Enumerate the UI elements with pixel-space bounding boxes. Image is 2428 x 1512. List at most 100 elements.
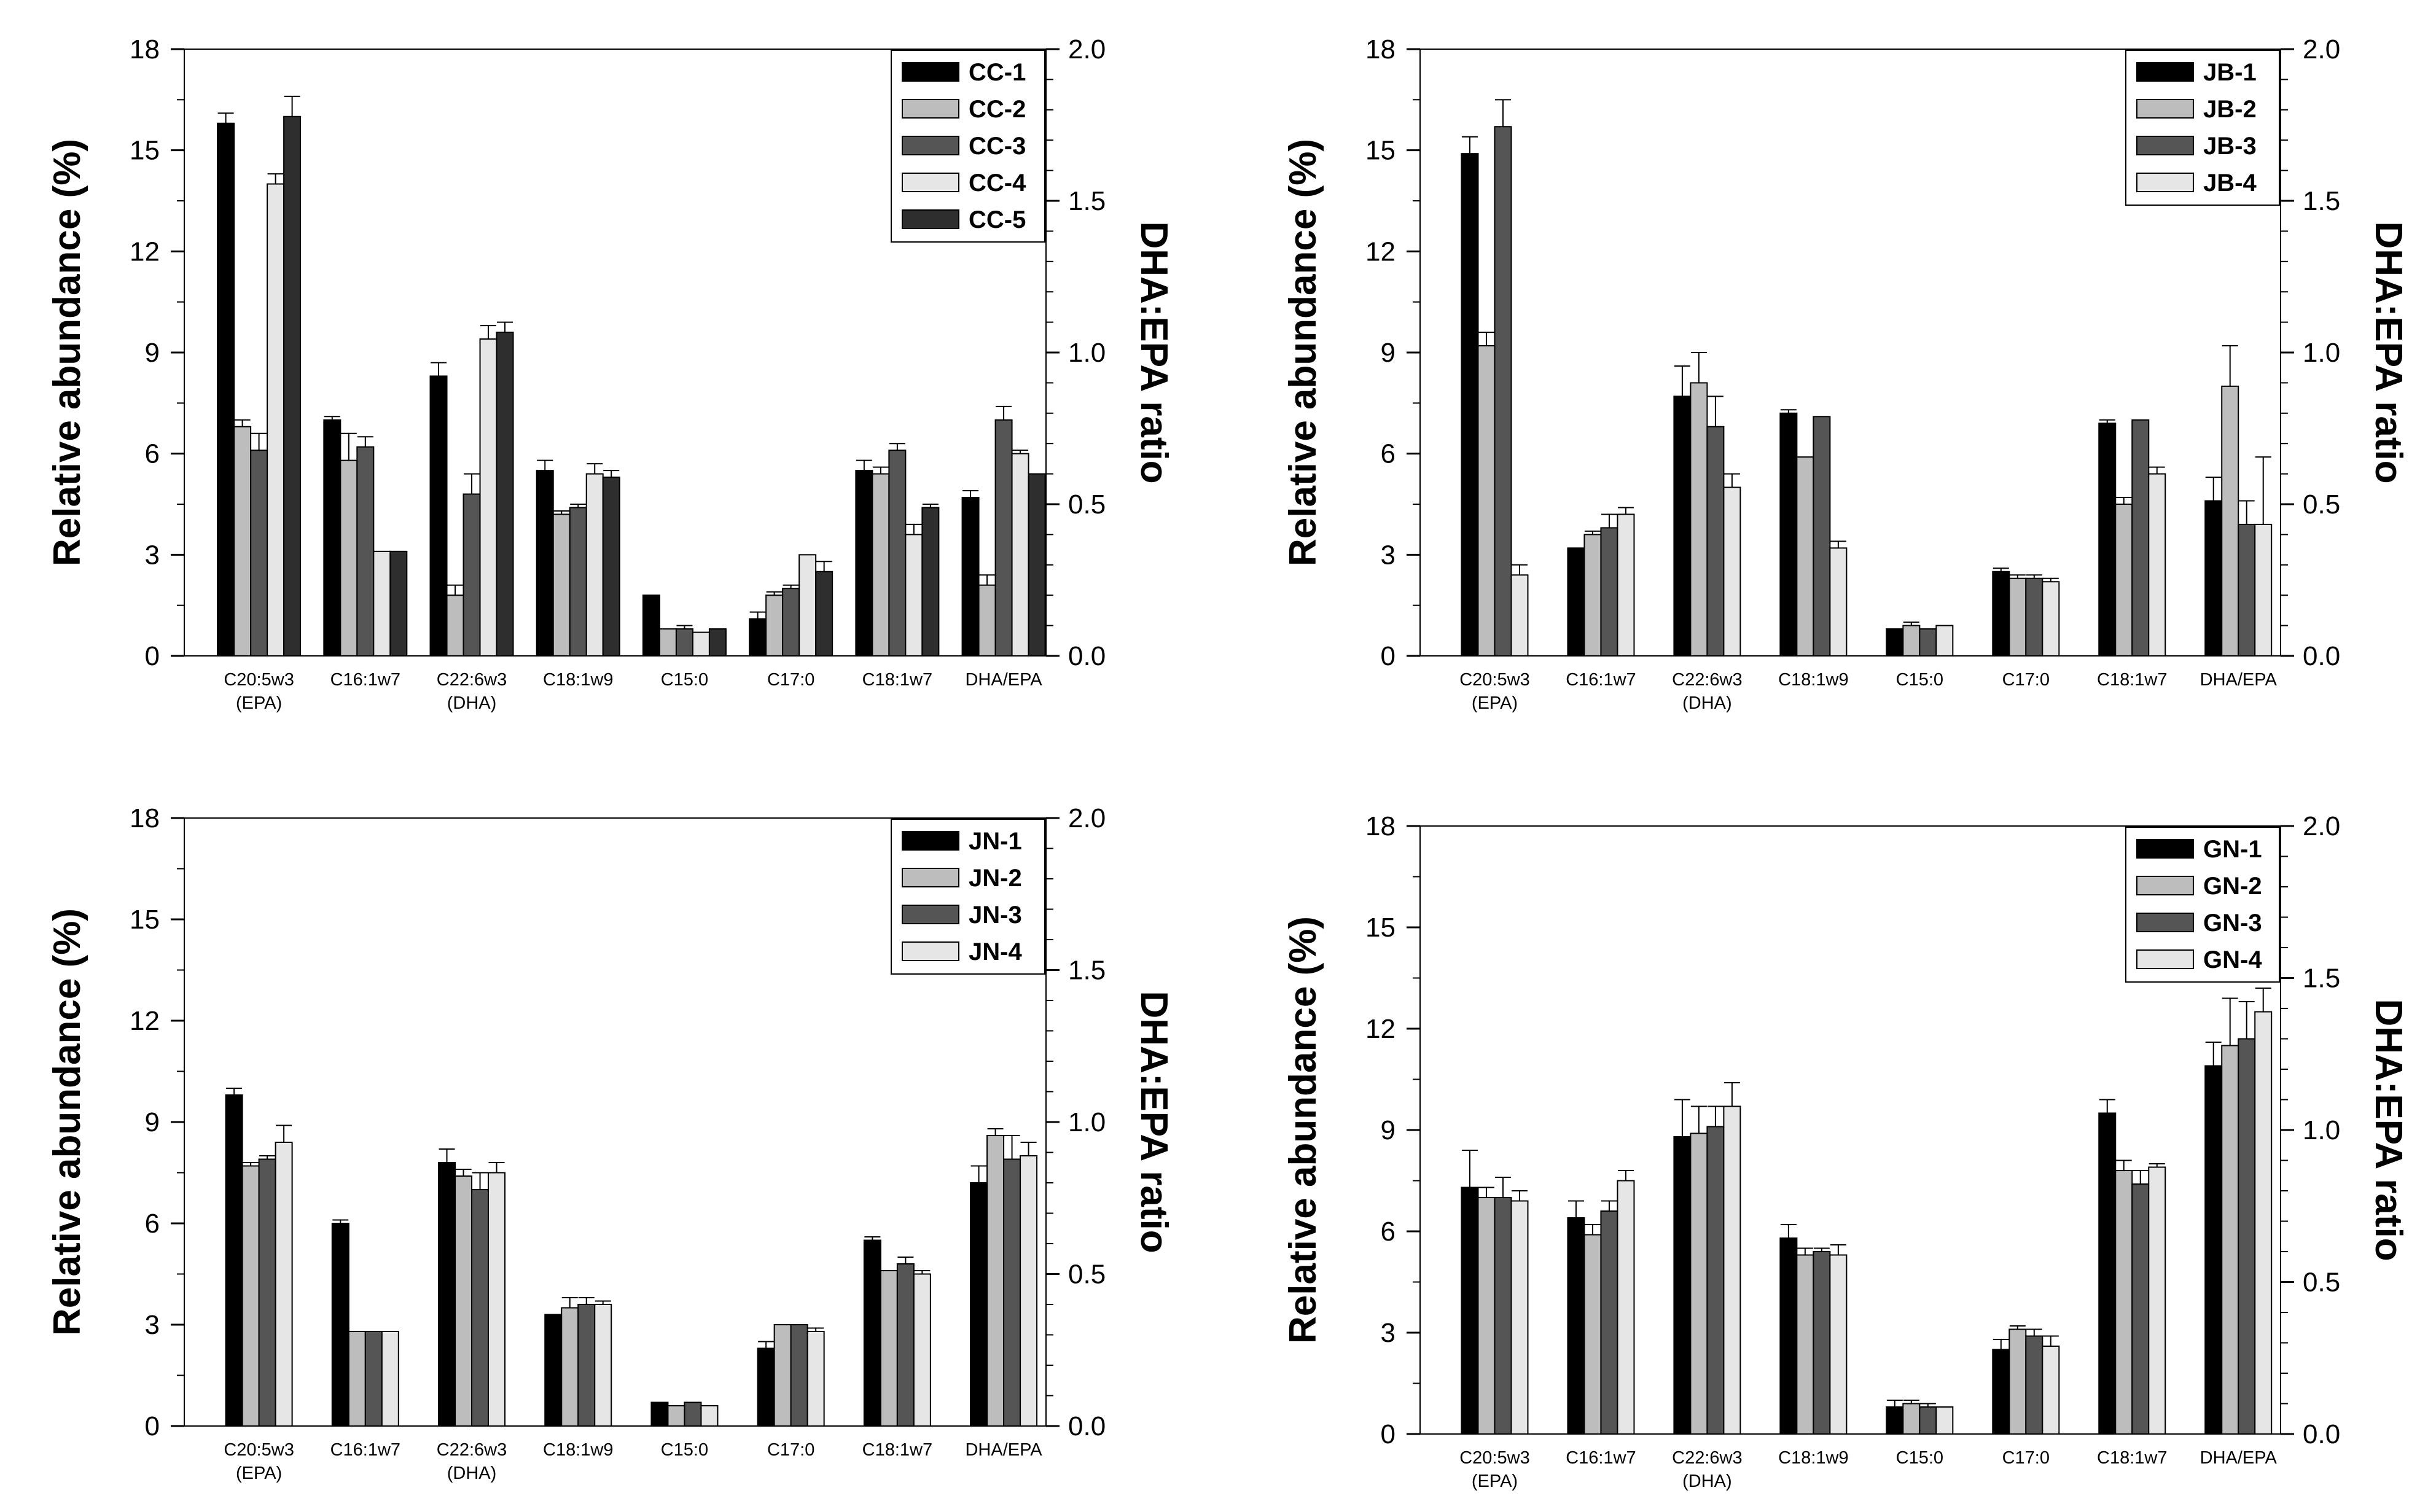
y-tick-label: 18 xyxy=(130,803,160,833)
bar xyxy=(1011,453,1029,657)
x-tick-label: C18:1w7 xyxy=(862,670,932,690)
bar xyxy=(233,426,252,657)
bar xyxy=(2042,1346,2060,1435)
bar xyxy=(1673,1136,1692,1435)
bar xyxy=(1567,1217,1585,1435)
bar xyxy=(765,594,784,657)
x-tick-label: C15:0 xyxy=(1896,1448,1943,1468)
x-tick-label: C22:6w3 xyxy=(437,1440,507,1460)
x-tick-label: C18:1w9 xyxy=(543,670,613,690)
legend-label: GN-4 xyxy=(2203,946,2262,973)
x-tick-sublabel: (EPA) xyxy=(236,1463,282,1483)
bar xyxy=(1779,1237,1798,1435)
bar xyxy=(970,1182,988,1427)
x-tick-label: C15:0 xyxy=(661,670,708,690)
y-tick-label: 3 xyxy=(1381,1318,1396,1348)
bar xyxy=(2042,581,2060,657)
y2-tick-label: 1.0 xyxy=(2303,338,2340,368)
bar xyxy=(2115,1170,2133,1435)
bar xyxy=(364,1331,383,1427)
bar xyxy=(757,1347,775,1427)
x-tick-label: C17:0 xyxy=(767,670,814,690)
legend-label: JN-3 xyxy=(969,902,1022,929)
x-tick-sublabel: (DHA) xyxy=(447,1463,497,1483)
y-tick-label: 3 xyxy=(145,540,160,570)
legend-label: JB-2 xyxy=(2203,96,2257,123)
bar xyxy=(978,584,996,657)
bar xyxy=(1477,1197,1496,1435)
bar xyxy=(2221,385,2239,657)
bar xyxy=(700,1405,719,1427)
bar xyxy=(2238,523,2256,657)
legend-label: CC-1 xyxy=(969,59,1026,86)
x-tick-sublabel: (DHA) xyxy=(1682,1471,1732,1491)
y-tick-label: 9 xyxy=(145,338,160,368)
bar xyxy=(1494,1197,1512,1435)
bar xyxy=(1992,1349,2010,1435)
bar xyxy=(1796,1254,1814,1435)
bar xyxy=(684,1401,702,1427)
bar xyxy=(1935,1406,1954,1435)
bar xyxy=(1829,1254,1848,1435)
bar xyxy=(1461,153,1479,657)
legend-label: GN-1 xyxy=(2203,836,2262,863)
bar xyxy=(782,588,800,657)
y2-tick-label: 0.0 xyxy=(1068,1411,1106,1441)
legend-swatch xyxy=(2136,136,2194,155)
bar xyxy=(2254,1011,2273,1435)
bar xyxy=(356,446,375,657)
bar xyxy=(1494,126,1512,657)
y-tick-label: 6 xyxy=(145,439,160,469)
bar xyxy=(913,1273,931,1427)
bar xyxy=(855,470,873,657)
x-tick-label: C18:1w9 xyxy=(543,1440,613,1460)
legend-swatch xyxy=(2136,99,2194,119)
y2-tick-label: 0.0 xyxy=(2303,641,2340,671)
x-tick-label: C20:5w3 xyxy=(1459,1448,1529,1468)
bar xyxy=(1902,625,1921,657)
bar xyxy=(2238,1038,2256,1435)
bar xyxy=(675,628,693,657)
y2-axis-title: DHA:EPA ratio xyxy=(2367,221,2410,483)
bar xyxy=(536,470,554,657)
y-axis-title: Relative abundance (%) xyxy=(46,908,88,1336)
y2-tick-label: 1.5 xyxy=(1068,186,1106,216)
y-tick-label: 12 xyxy=(1365,1014,1396,1044)
legend-swatch xyxy=(2136,839,2194,859)
bar xyxy=(1028,473,1046,657)
bar xyxy=(806,1331,825,1427)
bar xyxy=(594,1304,612,1427)
legend-label: CC-3 xyxy=(969,133,1026,160)
bar xyxy=(1600,527,1618,657)
legend-swatch xyxy=(902,173,959,192)
x-tick-label: C16:1w7 xyxy=(330,670,400,690)
bar xyxy=(241,1165,260,1427)
x-tick-sublabel: (EPA) xyxy=(236,693,282,713)
y-tick-label: 15 xyxy=(1365,136,1396,166)
bar xyxy=(389,550,408,657)
x-tick-sublabel: (EPA) xyxy=(1472,1471,1518,1491)
bar xyxy=(790,1324,808,1427)
x-tick-label: C17:0 xyxy=(767,1440,814,1460)
x-tick-sublabel: (DHA) xyxy=(1682,693,1732,713)
y-tick-label: 0 xyxy=(1381,1419,1396,1449)
bar xyxy=(1919,1406,1937,1435)
bar xyxy=(1020,1155,1038,1427)
bar xyxy=(1813,1251,1831,1435)
x-tick-label: C18:1w7 xyxy=(862,1440,932,1460)
bar xyxy=(348,1331,366,1427)
y-axis-title: Relative abundance (%) xyxy=(46,139,88,566)
bar xyxy=(1617,1180,1635,1435)
bar xyxy=(650,1401,669,1427)
y-tick-label: 15 xyxy=(1365,913,1396,943)
bar xyxy=(1886,1406,1904,1435)
bar xyxy=(323,419,342,657)
bar xyxy=(1902,1403,1921,1435)
bar xyxy=(667,1405,685,1427)
y2-tick-label: 0.5 xyxy=(2303,489,2340,520)
bar xyxy=(1461,1187,1479,1435)
x-tick-label: C18:1w7 xyxy=(2097,670,2167,690)
bar xyxy=(429,375,448,657)
bar xyxy=(1779,412,1798,657)
bar xyxy=(863,1239,881,1427)
